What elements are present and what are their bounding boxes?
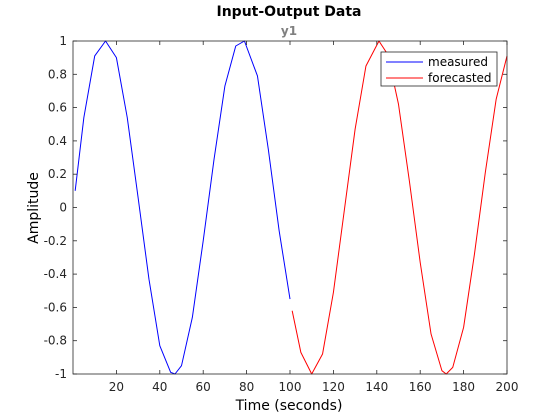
x-tick-label: 40 — [152, 380, 167, 394]
legend-label-forecasted: forecasted — [428, 71, 492, 85]
series-line-measured — [74, 40, 291, 375]
chart-subtitle: y1 — [281, 24, 297, 38]
x-tick-label: 180 — [452, 380, 475, 394]
x-axis-label: Time (seconds) — [235, 398, 343, 414]
y-tick-label: 1 — [59, 34, 67, 48]
series-line-forecasted — [291, 40, 508, 375]
legend-label-measured: measured — [428, 55, 488, 69]
x-tick-label: 140 — [365, 380, 388, 394]
x-tick-label: 20 — [109, 380, 124, 394]
x-tick-label: 160 — [409, 380, 432, 394]
y-tick-label: -0.8 — [44, 334, 67, 348]
legend-box — [380, 51, 498, 87]
y-tick-label: 0 — [59, 201, 67, 215]
x-tick-label: 80 — [239, 380, 254, 394]
y-axis-label: Amplitude — [26, 172, 42, 244]
axes-layer: 20 40 60 80 100 120 140 160 180 200 -1 -0.8 -0.6 -0.4… — [44, 34, 519, 394]
y-tick-label: -0.6 — [44, 300, 67, 314]
y-tick-label: -0.4 — [44, 267, 67, 281]
x-tick-label: 200 — [496, 380, 519, 394]
x-tick-label: 120 — [322, 380, 345, 394]
x-tick-label: 60 — [196, 380, 211, 394]
y-tick-label: 0.8 — [48, 67, 67, 81]
y-tick-label: 0.6 — [48, 101, 67, 115]
series-layer — [74, 40, 508, 375]
legend: measured forecasted — [380, 51, 498, 87]
y-tick-label: -0.2 — [44, 234, 67, 248]
x-tick-label: 100 — [279, 380, 302, 394]
y-tick-label: 0.4 — [48, 134, 67, 148]
y-tick-label: 0.2 — [48, 167, 67, 181]
y-tick-label: -1 — [55, 367, 67, 381]
chart-title: Input-Output Data — [217, 4, 362, 20]
plot-area — [73, 41, 507, 374]
